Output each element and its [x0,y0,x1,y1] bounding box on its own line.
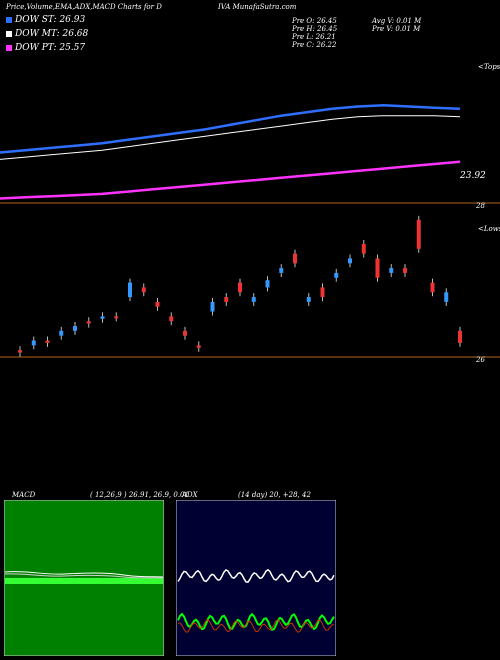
candle-body [320,287,325,298]
candle-body [86,321,91,324]
candle-body [389,268,394,273]
candle-chart: 26 [0,215,500,364]
candle-body [224,297,229,302]
candle-body [458,330,462,343]
candle-body [155,301,160,307]
candle-body [334,272,339,278]
candle-body [210,301,215,312]
legend-swatch-pt [6,45,12,51]
adx-plus-di-line [177,612,335,631]
candle-body [141,287,146,293]
ema-series-dow-pt [0,160,461,200]
candle-body [265,280,270,288]
candle-body [169,316,174,322]
candle-body [238,282,242,293]
candle-body [59,330,64,336]
candle-body [100,316,105,319]
candle-body [196,345,201,348]
candle-body [128,282,132,298]
candle-body [114,316,119,319]
adx-minus-di-line [177,619,335,633]
ema-level-label: 28 [475,202,485,210]
legend-label-mt: DOW MT: 26.68 [15,29,89,39]
candle-body [45,340,50,343]
candle-body [416,219,421,249]
legend-label-st: DOW ST: 26.93 [15,15,86,25]
legend-swatch-mt [6,31,12,37]
legend-dow-st: DOW ST: 26.93 [6,15,85,25]
pre-close: Pre C: 26.22 [292,41,337,49]
lows-label: <Lows [478,225,500,233]
candle-body [251,297,256,302]
pre-low: Pre L: 26.21 [292,33,336,41]
candle-body [183,330,187,336]
candle-body [348,258,352,264]
macd-histogram [5,578,163,584]
chart-title: Price,Volume,EMA,ADX,MACD Charts for D [6,3,162,11]
pre-volume: Pre V: 0.01 M [372,25,421,33]
macd-params: ( 12,26,9 ) 26.91, 26.9, 0.01 [90,491,189,499]
macd-line [4,571,164,578]
tops-label: <Tops [478,63,500,71]
last-price-label: 23.92 [459,171,486,181]
candle-body [444,292,449,302]
candle-body [73,326,77,331]
legend-dow-mt: DOW MT: 26.68 [6,29,88,39]
legend-dow-pt: DOW PT: 25.57 [6,43,85,53]
candle-body [306,297,311,302]
candle-body [375,258,380,278]
candles [18,215,462,357]
pre-high: Pre H: 26.45 [292,25,338,33]
adx-line [177,568,335,583]
candle-body [403,268,407,273]
avg-volume: Avg V: 0.01 M [372,17,422,25]
macd-panel [4,500,164,656]
ema-chart: 23.92 28 [0,104,500,210]
adx-params: (14 day) 20, +28, 42 [238,491,311,499]
ema-lines [0,104,461,200]
candle-body [361,243,366,254]
macd-signal-line [4,573,164,579]
candle-body [293,253,297,264]
ema-series-dow-st [0,104,461,154]
adx-background [176,500,336,656]
candle-body [31,340,36,346]
adx-title: ADX [182,491,198,499]
legend-swatch-st [6,17,12,23]
candle-body [279,268,284,273]
adx-panel [176,500,336,656]
site-name: IVA MunafaSutra.com [218,3,297,11]
candle-body [430,282,435,293]
candle-level-label: 26 [475,356,485,364]
legend-label-pt: DOW PT: 25.57 [15,43,86,53]
pre-open: Pre O: 26.45 [292,17,337,25]
macd-title: MACD [12,491,36,499]
ema-series-dow-mt [0,115,461,160]
candle-body [18,350,22,353]
